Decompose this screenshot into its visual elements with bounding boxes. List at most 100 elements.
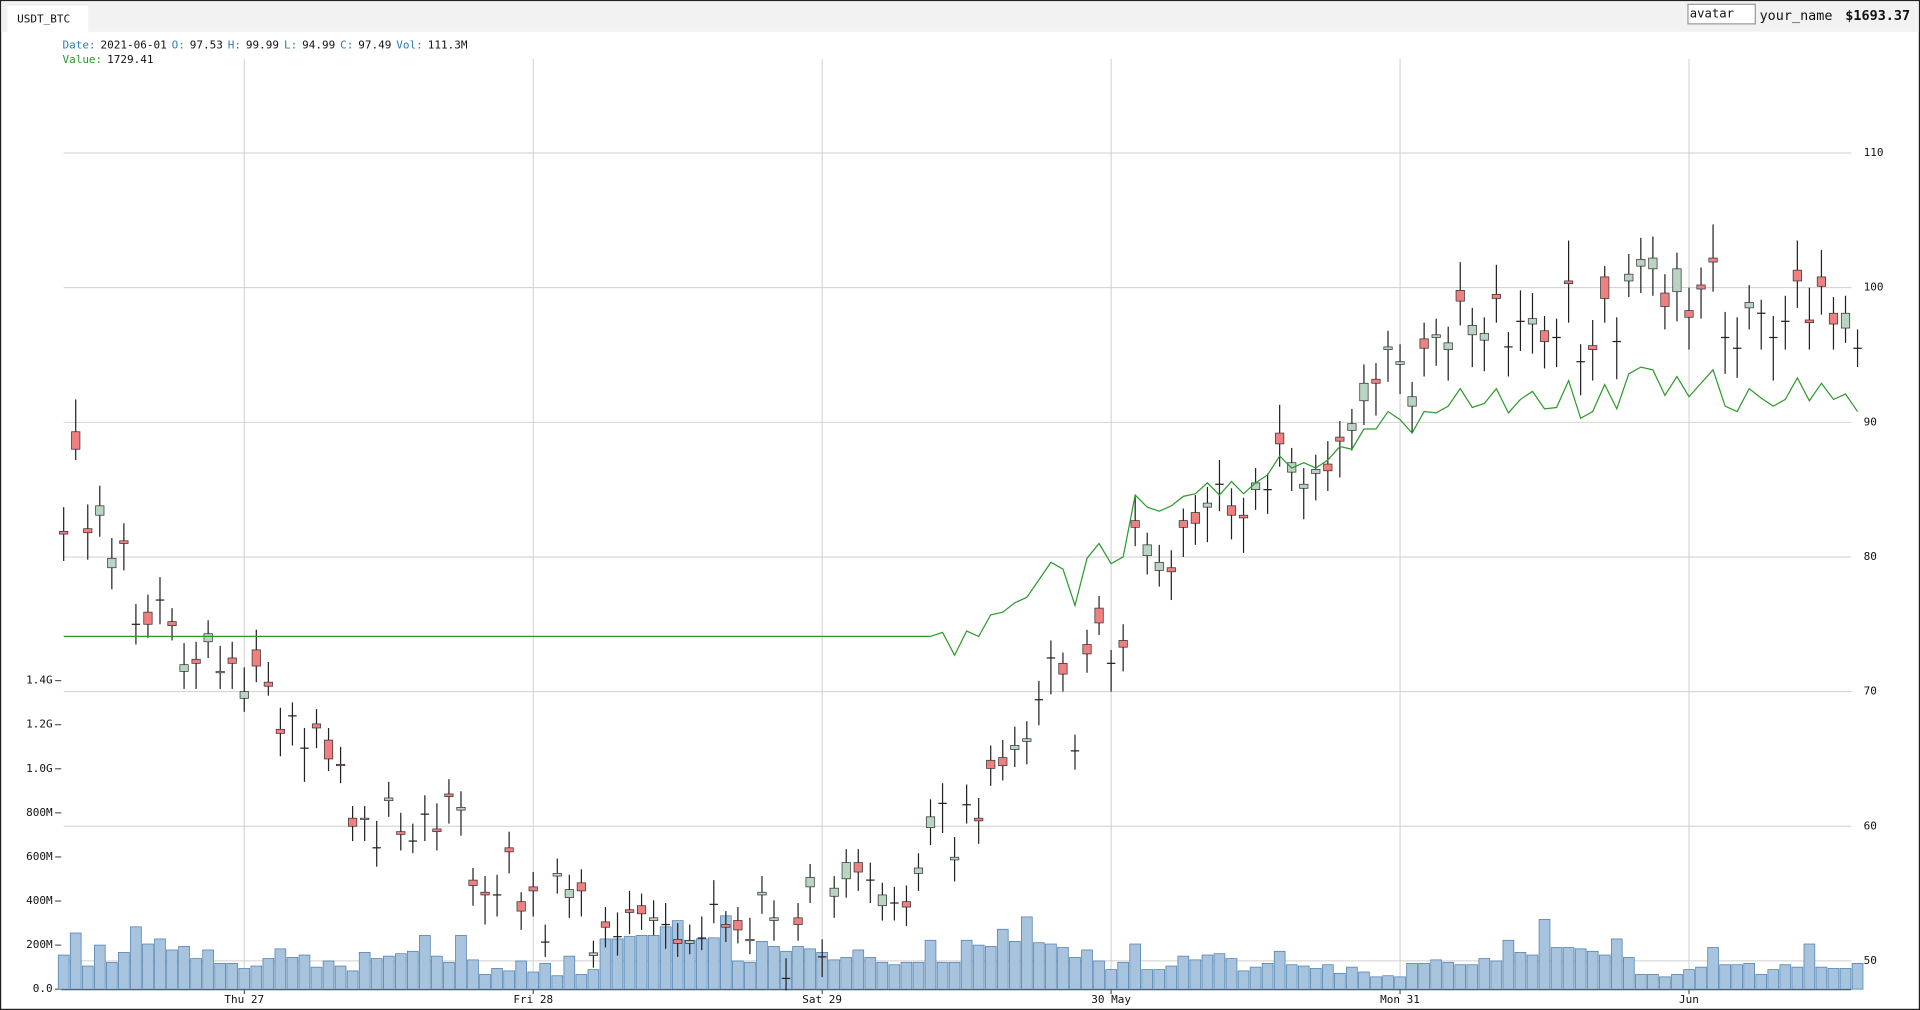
user-name[interactable]: your_name xyxy=(1760,9,1833,24)
candle-body xyxy=(673,939,683,944)
volume-bar xyxy=(1683,969,1695,990)
volume-bar xyxy=(1382,975,1394,990)
volume-bar xyxy=(587,969,600,990)
volume-bar xyxy=(1851,963,1864,990)
volume-bar xyxy=(1598,954,1611,990)
volume-bar xyxy=(226,963,239,990)
volume-bar xyxy=(346,970,359,990)
info-value: 97.49 xyxy=(358,38,391,51)
volume-bar xyxy=(972,944,985,990)
volume-bar xyxy=(1093,960,1105,990)
candle-body xyxy=(288,715,297,717)
volume-bar xyxy=(1045,943,1057,990)
candle-body xyxy=(1539,330,1550,342)
y2-tick-label: 1.4G xyxy=(26,674,53,687)
volume-bar xyxy=(1442,961,1455,990)
volume-bar xyxy=(1225,958,1238,990)
volume-bar xyxy=(635,935,648,990)
candle-body xyxy=(1419,338,1429,349)
candle-body xyxy=(1624,273,1634,282)
volume-bar xyxy=(960,939,973,990)
volume-bar xyxy=(1586,950,1599,990)
volume-bar xyxy=(166,949,178,990)
candle-body xyxy=(95,505,105,516)
volume-bar xyxy=(1346,966,1358,990)
symbol[interactable]: USDT_BTC xyxy=(17,13,70,26)
candle-body xyxy=(1491,294,1501,299)
candle-body xyxy=(1744,302,1754,309)
volume-bar xyxy=(888,964,901,990)
candle-body xyxy=(962,804,971,806)
candle-body xyxy=(336,763,346,767)
candle-body xyxy=(1708,257,1718,263)
volume-bar xyxy=(1731,964,1743,990)
volume-bar xyxy=(1334,972,1346,990)
candle-body xyxy=(239,691,249,699)
candle-body xyxy=(1672,268,1682,293)
candle-body xyxy=(974,817,984,822)
x-tick-label: Sat 29 xyxy=(802,993,842,1006)
candle-body xyxy=(721,924,731,928)
volume-bar xyxy=(1261,963,1274,990)
volume-bar xyxy=(1008,940,1021,990)
candle-body xyxy=(1443,342,1453,350)
candle-body xyxy=(793,917,803,925)
candle-body xyxy=(528,886,538,892)
candle-body xyxy=(263,681,273,687)
volume-bar xyxy=(1574,948,1587,990)
volume-bar xyxy=(431,955,443,990)
volume-bar xyxy=(804,948,816,990)
volume-bar xyxy=(1322,964,1334,990)
volume-bar xyxy=(358,952,371,990)
candle-body xyxy=(709,903,719,905)
candle-body xyxy=(1648,257,1658,270)
candle-body xyxy=(649,917,659,921)
volume-bar xyxy=(57,954,70,990)
avatar-box[interactable] xyxy=(1687,3,1756,25)
candle-body xyxy=(890,902,899,904)
candle-body xyxy=(1383,346,1393,350)
candle-body xyxy=(396,831,406,835)
candle-body xyxy=(853,862,863,873)
candle-body xyxy=(323,739,334,760)
candle-body xyxy=(131,623,141,625)
candle-body xyxy=(1118,640,1128,648)
volume-bar xyxy=(310,966,323,990)
info-label: O: xyxy=(172,38,185,51)
volume-bar xyxy=(1189,959,1202,990)
x-tick-label: Jun xyxy=(1679,993,1699,1006)
volume-bar xyxy=(1273,950,1286,990)
candle-body xyxy=(1804,319,1814,324)
volume-bar xyxy=(130,926,142,990)
volume-bar xyxy=(1502,939,1515,990)
volume-bar xyxy=(1490,960,1503,990)
info-label: H: xyxy=(228,38,241,51)
candle-body xyxy=(733,920,743,931)
x-tick-label: Thu 27 xyxy=(224,993,264,1006)
symbol-tab[interactable] xyxy=(7,6,89,32)
candle-body xyxy=(251,649,261,667)
value-value: 1729.41 xyxy=(107,53,153,66)
avatar[interactable]: avatar xyxy=(1690,7,1734,21)
volume-bar xyxy=(1165,965,1178,990)
volume-bar xyxy=(1394,976,1406,990)
candle-body xyxy=(950,856,960,861)
candle-body xyxy=(805,877,815,888)
volume-bar xyxy=(708,937,720,990)
candle-body xyxy=(986,759,996,769)
candle-body xyxy=(1455,289,1465,302)
volume-bar xyxy=(1635,974,1647,990)
candle-body xyxy=(480,891,490,896)
volume-bar xyxy=(1418,963,1430,990)
candle-body xyxy=(1853,347,1862,349)
candle-body xyxy=(71,431,81,450)
candle-body xyxy=(360,817,370,820)
info-value: 97.53 xyxy=(190,38,223,51)
y-tick-label: 60 xyxy=(1864,819,1877,832)
candle-body xyxy=(311,723,322,729)
candle-body xyxy=(1154,561,1164,571)
candle-body xyxy=(1215,483,1224,485)
volume-bar xyxy=(1430,959,1442,990)
volume-bar xyxy=(623,936,636,990)
candle-body xyxy=(1106,662,1116,664)
